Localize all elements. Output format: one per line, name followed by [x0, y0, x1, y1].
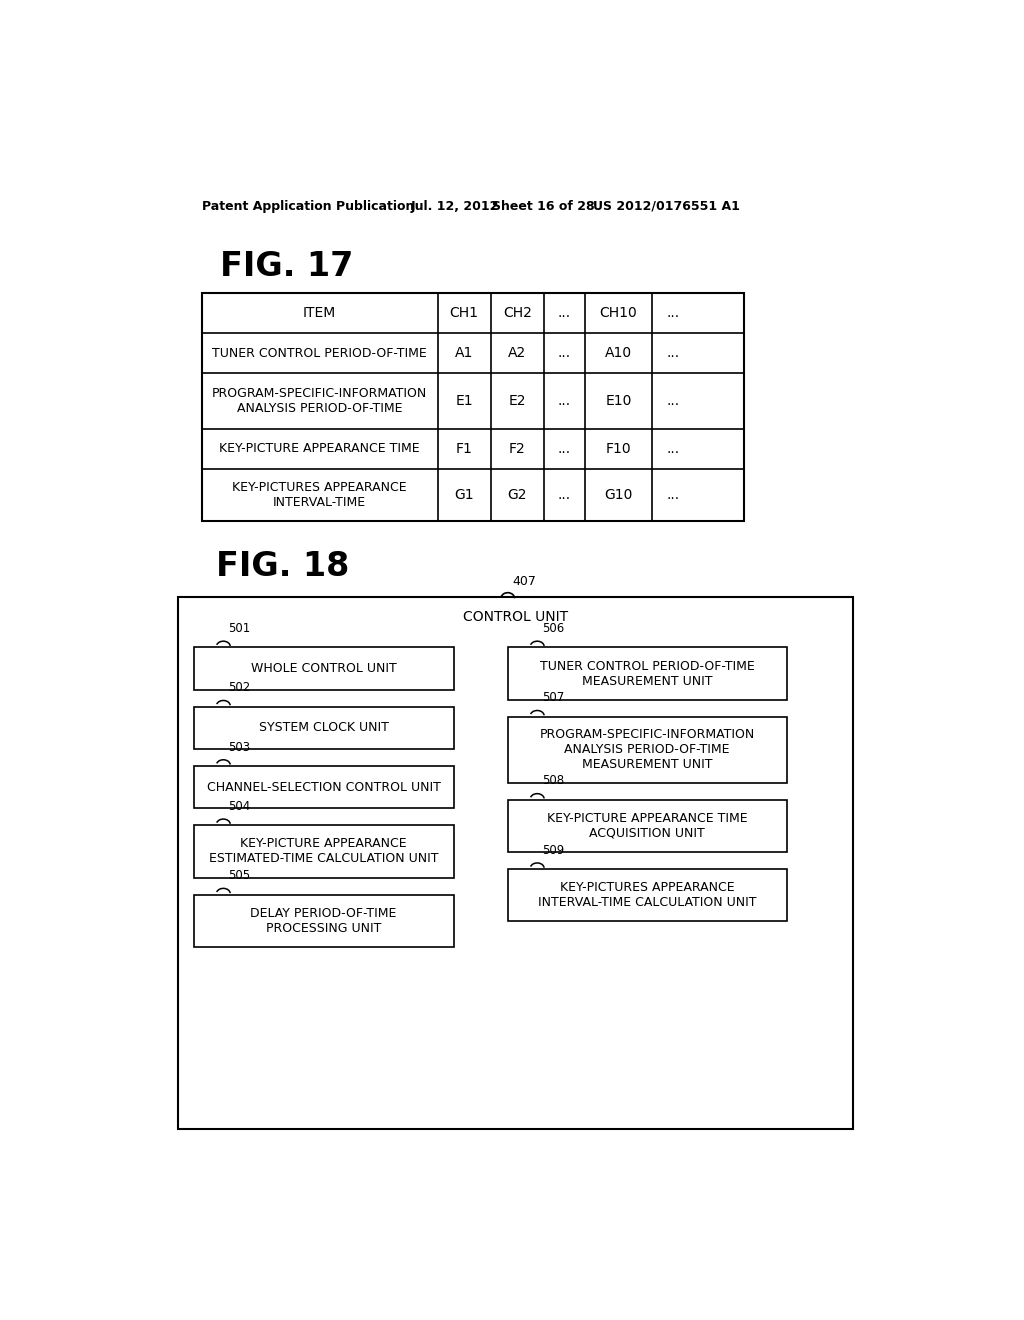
- Text: ...: ...: [558, 346, 570, 360]
- Text: ...: ...: [558, 393, 570, 408]
- Text: FIG. 18: FIG. 18: [216, 550, 349, 583]
- Text: KEY-PICTURE APPEARANCE TIME: KEY-PICTURE APPEARANCE TIME: [219, 442, 420, 455]
- Text: FIG. 17: FIG. 17: [220, 249, 353, 282]
- Text: F10: F10: [606, 442, 632, 455]
- Bar: [508, 647, 786, 700]
- Text: ...: ...: [667, 306, 679, 321]
- Bar: [194, 647, 454, 689]
- Text: ...: ...: [558, 306, 570, 321]
- Text: ...: ...: [667, 393, 679, 408]
- Text: G1: G1: [455, 488, 474, 502]
- Text: A10: A10: [605, 346, 632, 360]
- Bar: [508, 869, 786, 921]
- Text: ...: ...: [667, 488, 679, 502]
- Text: WHOLE CONTROL UNIT: WHOLE CONTROL UNIT: [251, 663, 396, 675]
- Bar: [508, 800, 786, 853]
- Text: ...: ...: [667, 442, 679, 455]
- Text: TUNER CONTROL PERIOD-OF-TIME: TUNER CONTROL PERIOD-OF-TIME: [212, 347, 427, 360]
- Text: E10: E10: [605, 393, 632, 408]
- Text: 407: 407: [512, 576, 537, 589]
- Text: Patent Application Publication: Patent Application Publication: [202, 199, 414, 213]
- Text: A2: A2: [508, 346, 526, 360]
- Text: CONTROL UNIT: CONTROL UNIT: [463, 610, 568, 624]
- Text: E2: E2: [509, 393, 526, 408]
- Text: ...: ...: [558, 488, 570, 502]
- Text: ITEM: ITEM: [303, 306, 336, 321]
- Text: Sheet 16 of 28: Sheet 16 of 28: [493, 199, 595, 213]
- Text: PROGRAM-SPECIFIC-INFORMATION
ANALYSIS PERIOD-OF-TIME: PROGRAM-SPECIFIC-INFORMATION ANALYSIS PE…: [212, 387, 427, 414]
- Text: 506: 506: [542, 622, 564, 635]
- Text: KEY-PICTURES APPEARANCE
INTERVAL-TIME: KEY-PICTURES APPEARANCE INTERVAL-TIME: [232, 480, 407, 510]
- Text: 503: 503: [228, 741, 250, 754]
- Text: Jul. 12, 2012: Jul. 12, 2012: [411, 199, 500, 213]
- Text: KEY-PICTURES APPEARANCE
INTERVAL-TIME CALCULATION UNIT: KEY-PICTURES APPEARANCE INTERVAL-TIME CA…: [538, 882, 757, 909]
- Text: E1: E1: [456, 393, 473, 408]
- Text: G2: G2: [508, 488, 527, 502]
- Text: US 2012/0176551 A1: US 2012/0176551 A1: [593, 199, 740, 213]
- Text: CHANNEL-SELECTION CONTROL UNIT: CHANNEL-SELECTION CONTROL UNIT: [207, 780, 440, 793]
- Text: TUNER CONTROL PERIOD-OF-TIME
MEASUREMENT UNIT: TUNER CONTROL PERIOD-OF-TIME MEASUREMENT…: [540, 660, 755, 688]
- Text: G10: G10: [604, 488, 633, 502]
- Text: 505: 505: [228, 869, 250, 882]
- Text: 501: 501: [228, 622, 250, 635]
- Text: A1: A1: [455, 346, 473, 360]
- Bar: [508, 717, 786, 783]
- Text: 507: 507: [542, 692, 564, 705]
- Bar: [194, 895, 454, 946]
- Text: KEY-PICTURE APPEARANCE TIME
ACQUISITION UNIT: KEY-PICTURE APPEARANCE TIME ACQUISITION …: [547, 812, 748, 840]
- Text: DELAY PERIOD-OF-TIME
PROCESSING UNIT: DELAY PERIOD-OF-TIME PROCESSING UNIT: [251, 907, 397, 935]
- Text: SYSTEM CLOCK UNIT: SYSTEM CLOCK UNIT: [259, 721, 389, 734]
- Text: F2: F2: [509, 442, 525, 455]
- Bar: [178, 597, 853, 1129]
- Text: 502: 502: [228, 681, 250, 694]
- Text: 504: 504: [228, 800, 250, 813]
- Bar: [202, 293, 744, 521]
- Text: ...: ...: [667, 346, 679, 360]
- Text: CH1: CH1: [450, 306, 478, 321]
- Text: CH10: CH10: [600, 306, 637, 321]
- Text: 508: 508: [542, 775, 564, 788]
- Bar: [194, 706, 454, 748]
- Text: 509: 509: [542, 843, 564, 857]
- Bar: [194, 766, 454, 808]
- Text: F1: F1: [456, 442, 473, 455]
- Text: KEY-PICTURE APPEARANCE
ESTIMATED-TIME CALCULATION UNIT: KEY-PICTURE APPEARANCE ESTIMATED-TIME CA…: [209, 837, 438, 866]
- Text: CH2: CH2: [503, 306, 531, 321]
- Bar: [194, 825, 454, 878]
- Text: ...: ...: [558, 442, 570, 455]
- Text: PROGRAM-SPECIFIC-INFORMATION
ANALYSIS PERIOD-OF-TIME
MEASUREMENT UNIT: PROGRAM-SPECIFIC-INFORMATION ANALYSIS PE…: [540, 729, 755, 771]
